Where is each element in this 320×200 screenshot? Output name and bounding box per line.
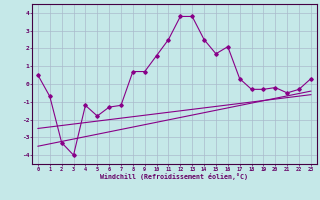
X-axis label: Windchill (Refroidissement éolien,°C): Windchill (Refroidissement éolien,°C) — [100, 173, 248, 180]
